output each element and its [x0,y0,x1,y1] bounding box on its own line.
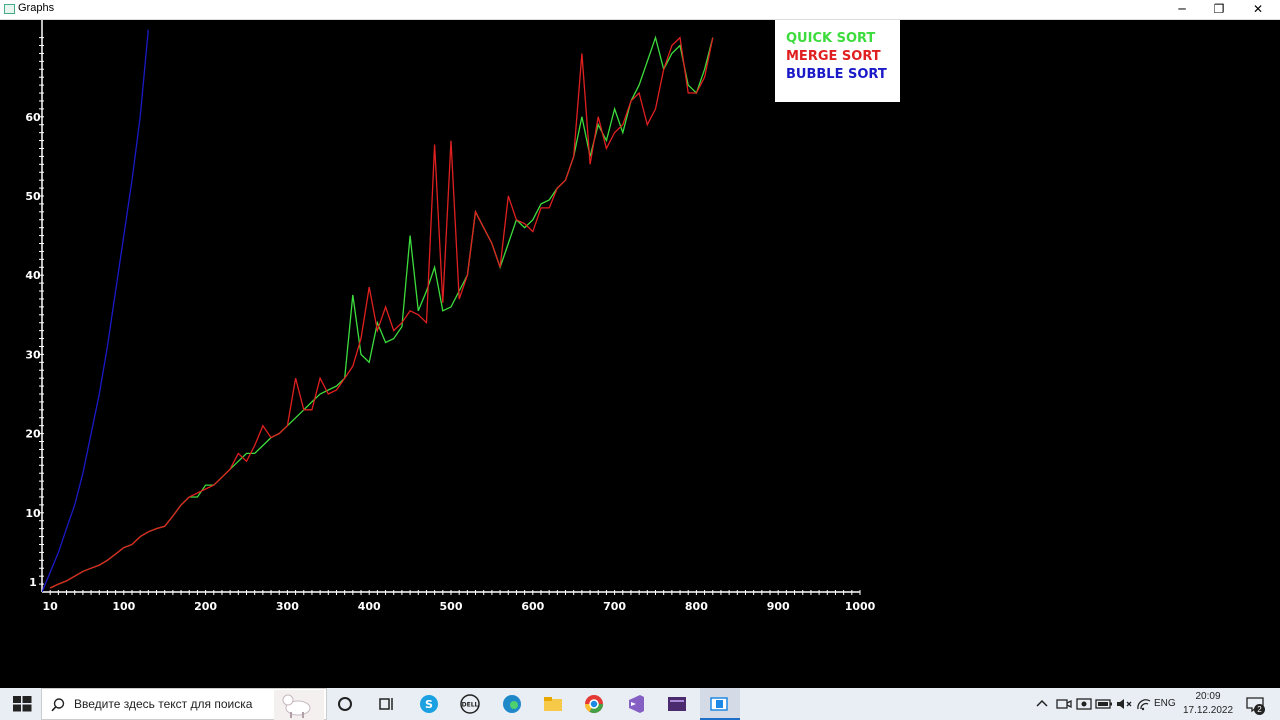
maximize-button[interactable]: ❐ [1213,2,1225,16]
cortana-icon[interactable] [333,692,357,716]
language-indicator[interactable]: ENG [1154,698,1176,709]
visual-studio-icon[interactable] [624,692,648,716]
chart-canvas: 10 100 200 300 400 500 600 700 800 900 1000 1 10 20 30… [0,20,1280,688]
search-placeholder: Введите здесь текст для поиска [74,697,253,711]
windows-start-icon[interactable] [10,692,34,716]
clock-date: 17.12.2022 [1182,705,1234,716]
system-clock[interactable]: 20:09 17.12.2022 [1180,690,1236,718]
bubble-sort-series-line [42,29,149,592]
svg-text:DELL: DELL [462,702,479,709]
screen-capture-icon[interactable] [1072,692,1096,716]
legend-bubble-sort: BUBBLE SORT [786,67,887,82]
x-tick-label: 10 [43,600,59,613]
legend-quick-sort: QUICK SORT [786,31,876,46]
x-tick-label: 200 [194,600,217,613]
close-button[interactable]: ✕ [1252,2,1264,16]
notification-count-badge: 2 [1254,704,1265,715]
app-icon [4,4,15,14]
y-tick-label: 30 [25,348,41,361]
taskbar-search-box[interactable]: Введите здесь текст для поиска [41,688,327,720]
edge-icon[interactable] [500,692,524,716]
x-tick-label: 100 [112,600,135,613]
x-tick-label: 900 [767,600,790,613]
wifi-icon[interactable] [1132,692,1156,716]
active-indicator [700,718,740,720]
x-tick-label: 400 [358,600,381,613]
y-tick-label: 50 [25,190,41,203]
chrome-icon[interactable] [582,692,606,716]
terminal-app-icon[interactable] [665,692,689,716]
legend-merge-sort: MERGE SORT [786,49,881,64]
y-tick-label: 60 [25,111,41,124]
graphs-window-icon[interactable] [707,692,731,716]
quick-sort-series-line [49,35,714,589]
meet-now-icon[interactable] [1052,692,1076,716]
svg-text:S: S [425,698,433,711]
merge-sort-series-line [49,36,714,589]
y-tick-label: 40 [25,269,41,282]
y-tick-label: 1 [29,576,37,589]
clock-time: 20:09 [1195,691,1221,702]
x-tick-label: 700 [603,600,626,613]
volume-muted-icon[interactable] [1112,692,1136,716]
search-icon [51,698,65,712]
window-titlebar: Graphs ─ ❐ ✕ [0,0,1280,20]
minimize-button[interactable]: ─ [1178,2,1186,16]
battery-icon[interactable] [1092,692,1116,716]
x-tick-label: 800 [685,600,708,613]
tray-chevron-up-icon[interactable] [1030,692,1054,716]
search-highlight-image-icon [274,690,324,720]
window-title: Graphs [18,2,55,14]
dell-icon[interactable]: DELL [458,692,482,716]
x-tick-label: 1000 [845,600,876,613]
x-tick-label: 300 [276,600,299,613]
chart-legend: QUICK SORT MERGE SORT BUBBLE SORT [775,20,900,102]
task-view-icon[interactable] [374,692,398,716]
y-tick-label: 20 [25,428,41,441]
y-tick-label: 10 [25,507,41,520]
x-tick-label: 600 [521,600,544,613]
skype-icon[interactable]: S [417,692,441,716]
x-tick-label: 500 [440,600,463,613]
file-explorer-icon[interactable] [541,692,565,716]
